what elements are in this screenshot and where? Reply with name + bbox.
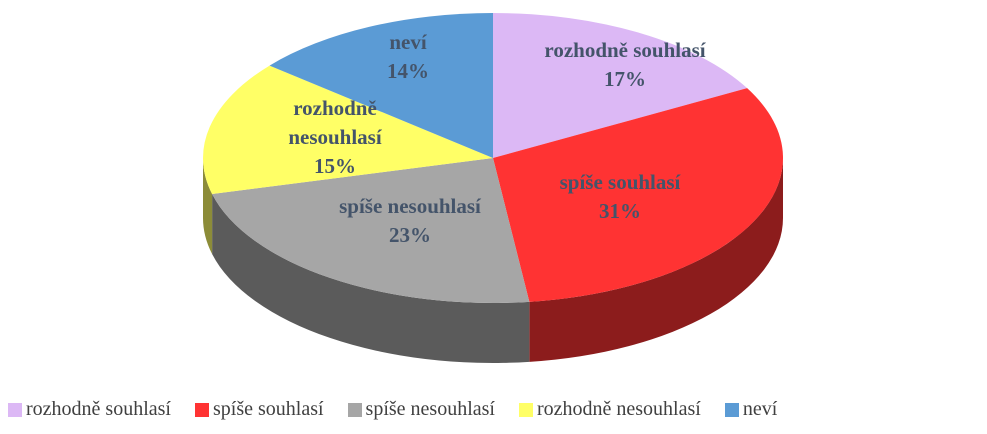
data-label-name: spíše nesouhlasí <box>339 194 481 218</box>
pie-slice <box>493 13 748 158</box>
data-label-value: 17% <box>604 67 646 91</box>
data-label-value: 23% <box>389 223 431 247</box>
data-label-name: neví <box>389 30 427 54</box>
pie-slice-side <box>203 158 213 255</box>
legend-label: spíše souhlasí <box>212 398 324 420</box>
data-label-value: 15% <box>314 154 356 178</box>
legend-label: neví <box>742 398 778 420</box>
legend-item: spíše nesouhlasí <box>347 398 495 421</box>
data-label: neví 14% <box>358 28 458 86</box>
legend-label: spíše nesouhlasí <box>365 398 495 420</box>
legend-swatch <box>518 402 533 417</box>
legend-label: rozhodně nesouhlasí <box>536 398 701 420</box>
data-label-value: 31% <box>599 199 641 223</box>
pie-slice <box>212 158 530 303</box>
legend-swatch <box>194 402 209 417</box>
pie-slice <box>269 13 493 158</box>
legend-item: neví <box>724 398 778 421</box>
legend-item: rozhodně souhlasí <box>8 398 171 421</box>
legend-swatch <box>347 402 362 417</box>
data-label-value: 14% <box>387 59 429 83</box>
pie-slice-side <box>529 158 784 362</box>
data-label: rozhodně souhlasí 17% <box>515 36 735 94</box>
legend-swatch <box>724 402 739 417</box>
legend-item: spíše souhlasí <box>194 398 324 421</box>
pie-slice <box>203 65 493 195</box>
pie-slice-side <box>212 194 530 363</box>
data-label-name: spíše souhlasí <box>559 170 681 194</box>
legend-swatch <box>8 402 22 417</box>
legend-item: rozhodně nesouhlasí <box>518 398 701 421</box>
data-label: rozhodně nesouhlasí 15% <box>275 94 395 181</box>
data-label: spíše souhlasí 31% <box>520 168 720 226</box>
pie-slice <box>493 88 784 302</box>
legend: rozhodně souhlasí spíše souhlasí spíše nes… <box>8 398 777 421</box>
legend-label: rozhodně souhlasí <box>26 398 171 420</box>
data-label-name: rozhodně nesouhlasí <box>288 96 382 149</box>
data-label: spíše nesouhlasí 23% <box>310 192 510 250</box>
data-label-name: rozhodně souhlasí <box>544 38 706 62</box>
